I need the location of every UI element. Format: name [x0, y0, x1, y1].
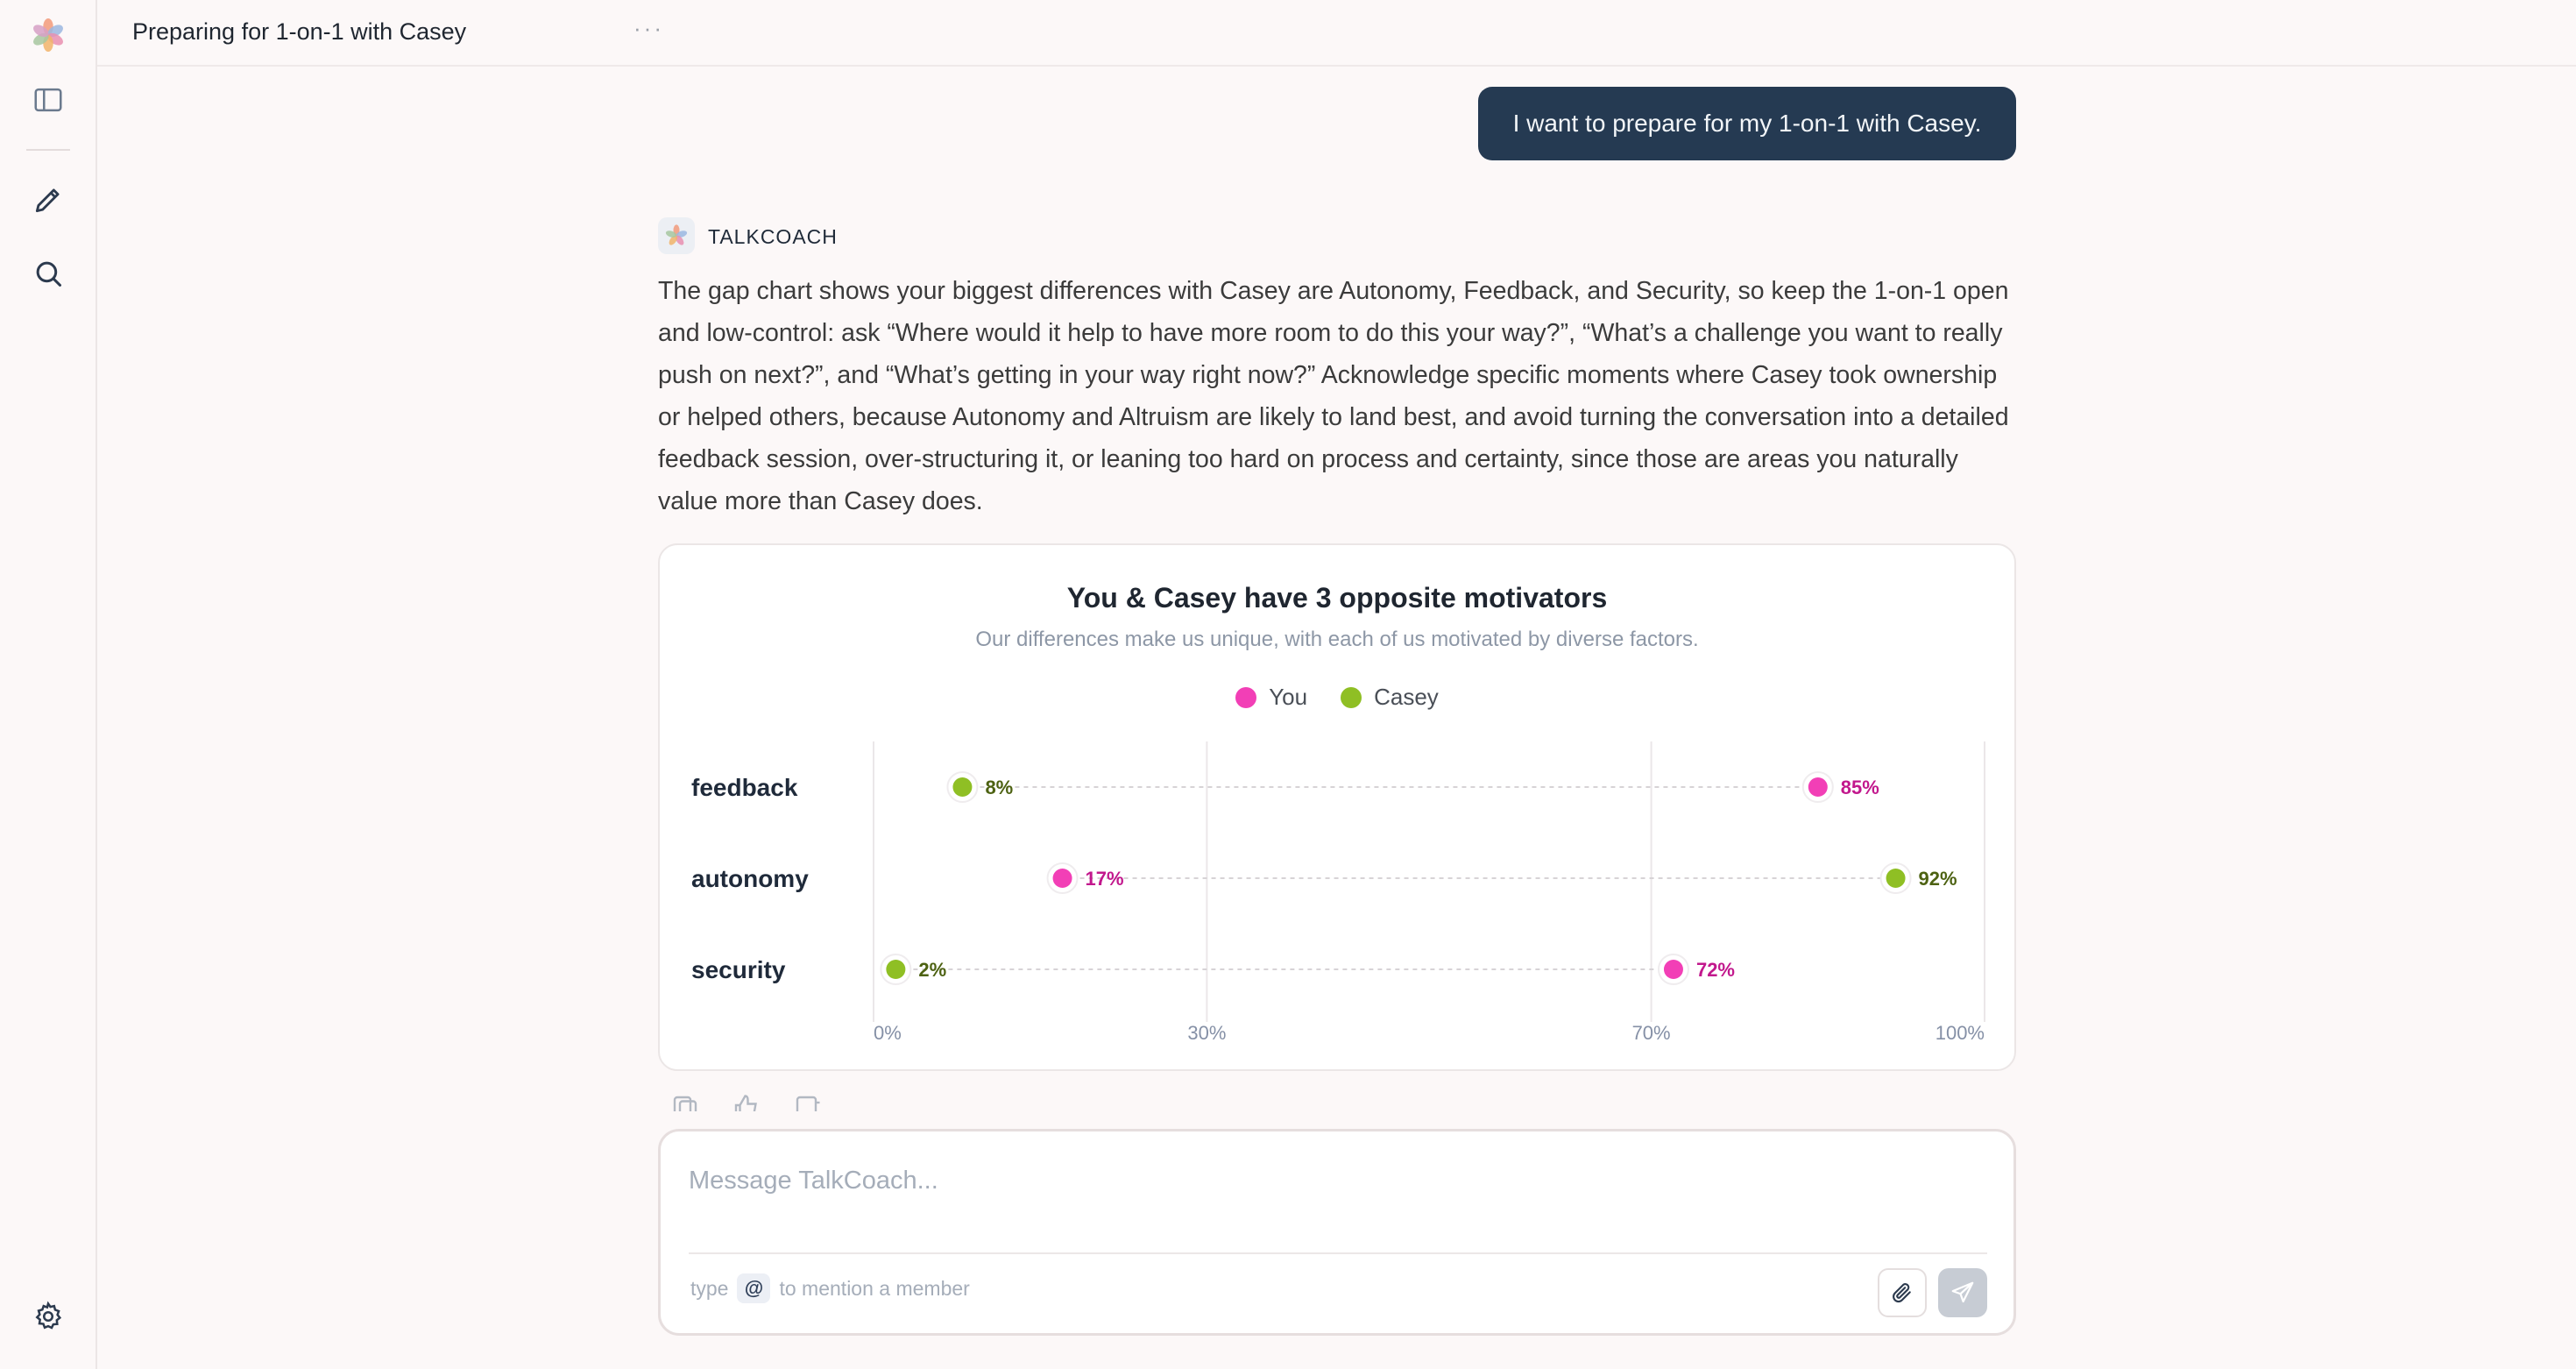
- attach-button[interactable]: [1878, 1268, 1927, 1317]
- gap-chart-plot: 0% 30% 70% 100% feedback 85% 8% autonomy 17% 92% s…: [691, 741, 1985, 1044]
- send-button[interactable]: [1938, 1268, 1987, 1317]
- assistant-name: TALKCOACH: [708, 225, 838, 248]
- chart-subtitle: Our differences make us unique, with eac…: [975, 628, 1699, 651]
- mention-chip: @: [737, 1273, 771, 1303]
- message-composer: type @ to mention a member: [658, 1129, 2016, 1336]
- gap-chart-card: You & Casey have 3 opposite motivators O…: [658, 543, 2016, 1071]
- data-point-casey: [1886, 869, 1906, 888]
- x-tick-label: 100%: [1936, 1022, 1985, 1044]
- data-label-casey: 92%: [1919, 868, 1957, 890]
- thumbs-up-icon[interactable]: [731, 1092, 762, 1111]
- category-label: security: [691, 956, 786, 983]
- chart-title: You & Casey have 3 opposite motivators: [1066, 582, 1608, 614]
- message-actions: [669, 1092, 824, 1111]
- assistant-avatar-icon: [658, 217, 695, 254]
- data-point-you: [1052, 869, 1072, 888]
- thumbs-down-icon[interactable]: [792, 1092, 824, 1111]
- x-tick-label: 0%: [874, 1022, 902, 1044]
- assistant-message: The gap chart shows your biggest differe…: [658, 277, 2009, 515]
- data-label-you: 72%: [1696, 959, 1735, 981]
- mention-hint-prefix: type: [690, 1276, 729, 1300]
- data-label-casey: 8%: [985, 777, 1013, 798]
- legend-item-you: You: [1235, 684, 1307, 711]
- gear-icon[interactable]: [24, 1292, 73, 1341]
- legend-dot-casey: [1341, 686, 1362, 708]
- category-label: autonomy: [691, 865, 809, 892]
- legend-label-you: You: [1269, 684, 1308, 710]
- paperclip-icon: [1893, 1283, 1911, 1303]
- data-label-casey: 2%: [918, 959, 946, 981]
- page-title: Preparing for 1-on-1 with Casey: [132, 18, 467, 45]
- copy-icon[interactable]: [669, 1092, 701, 1111]
- data-point-you: [1663, 960, 1683, 979]
- legend-dot-you: [1235, 686, 1257, 708]
- chart-legend: You Casey: [660, 684, 2014, 711]
- data-label-you: 85%: [1841, 777, 1879, 798]
- send-icon: [1951, 1281, 1974, 1303]
- data-point-casey: [952, 777, 973, 797]
- pencil-icon[interactable]: [24, 175, 73, 224]
- data-point-casey: [886, 960, 906, 979]
- legend-label-casey: Casey: [1374, 684, 1439, 710]
- x-tick-label: 30%: [1187, 1022, 1226, 1044]
- legend-item-casey: Casey: [1341, 684, 1439, 711]
- top-header: Preparing for 1-on-1 with Casey ···: [97, 0, 2576, 67]
- message-input[interactable]: [689, 1161, 1977, 1200]
- data-point-you: [1808, 777, 1828, 797]
- sidebar: [0, 0, 97, 1369]
- data-label-you: 17%: [1086, 868, 1124, 890]
- x-tick-label: 70%: [1632, 1022, 1671, 1044]
- user-message: I want to prepare for my 1-on-1 with Cas…: [1478, 87, 2016, 160]
- sidebar-divider: [26, 149, 70, 151]
- mention-hint: type @ to mention a member: [690, 1273, 970, 1303]
- composer-divider: [689, 1252, 1987, 1254]
- search-icon[interactable]: [24, 249, 73, 298]
- flower-logo-icon[interactable]: [24, 11, 73, 60]
- mention-hint-suffix: to mention a member: [779, 1276, 970, 1300]
- more-options-button[interactable]: ···: [633, 15, 664, 41]
- category-label: feedback: [691, 774, 798, 801]
- sidebar-panel-icon[interactable]: [24, 75, 73, 124]
